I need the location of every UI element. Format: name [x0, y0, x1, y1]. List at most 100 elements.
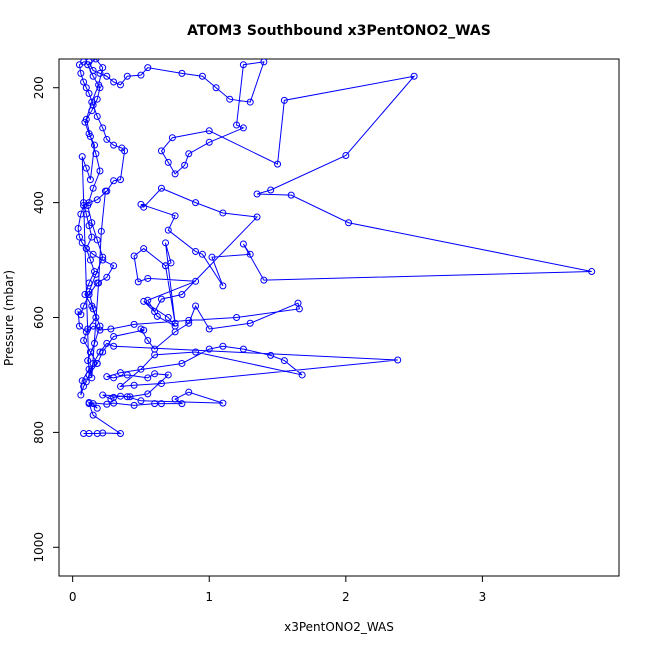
data-point	[246, 98, 254, 106]
data-point	[239, 61, 247, 69]
data-point	[137, 397, 145, 405]
data-point	[192, 277, 200, 285]
data-point	[168, 134, 176, 142]
data-point	[287, 191, 295, 199]
data-point	[82, 210, 90, 218]
y-tick-label: 1000	[32, 532, 46, 563]
data-point	[226, 95, 234, 103]
data-point	[144, 336, 152, 344]
data-point	[171, 212, 179, 220]
data-point	[88, 98, 96, 106]
data-point	[118, 144, 126, 152]
data-point	[144, 296, 152, 304]
data-point	[144, 374, 152, 382]
data-point	[88, 233, 96, 241]
data-point	[137, 325, 145, 333]
data-point	[91, 141, 99, 149]
data-point	[192, 199, 200, 207]
data-point	[212, 84, 220, 92]
data-point	[219, 209, 227, 217]
data-point	[239, 124, 247, 132]
data-point	[96, 322, 104, 330]
data-point	[208, 253, 216, 261]
data-point	[267, 351, 275, 359]
data-point	[253, 213, 261, 221]
x-axis-label: x3PentONO2_WAS	[284, 620, 394, 634]
data-point	[126, 393, 134, 401]
data-point	[92, 150, 100, 158]
data-point	[85, 430, 93, 438]
data-point	[164, 226, 172, 234]
data-point	[178, 291, 186, 299]
data-point	[588, 268, 596, 276]
data-point	[88, 107, 96, 115]
data-point	[85, 279, 93, 287]
data-point	[110, 141, 118, 149]
data-point	[80, 430, 88, 438]
data-point	[167, 259, 175, 267]
data-point	[123, 371, 131, 379]
series-line	[77, 61, 592, 435]
data-point	[116, 392, 124, 400]
data-point	[130, 252, 138, 260]
data-point	[116, 369, 124, 377]
series-layer	[74, 59, 596, 438]
data-point	[171, 322, 179, 330]
data-point	[110, 342, 118, 350]
data-point	[137, 71, 145, 79]
data-point	[92, 59, 100, 63]
data-point	[78, 153, 86, 161]
data-point	[77, 311, 85, 319]
data-point	[93, 404, 101, 412]
data-point	[178, 359, 186, 367]
data-point	[89, 250, 97, 258]
data-point	[88, 374, 96, 382]
data-point	[233, 121, 241, 129]
data-point	[157, 380, 165, 388]
data-point	[75, 322, 83, 330]
data-point	[103, 273, 111, 281]
data-point	[181, 161, 189, 169]
data-point	[164, 314, 172, 321]
data-point	[96, 167, 104, 175]
data-point	[97, 227, 105, 235]
data-point	[253, 190, 261, 198]
data-point	[96, 69, 104, 77]
data-point	[219, 282, 227, 290]
data-point	[99, 348, 107, 356]
data-point	[88, 219, 96, 227]
data-point	[246, 319, 254, 327]
data-point	[93, 112, 101, 120]
data-point	[107, 395, 115, 403]
data-point	[103, 72, 111, 80]
data-point	[144, 274, 152, 282]
data-point	[74, 224, 82, 232]
data-point	[164, 158, 172, 166]
data-point	[219, 342, 227, 350]
data-point	[85, 89, 93, 97]
data-point	[103, 135, 111, 143]
chart-title: ATOM3 Southbound x3PentONO2_WAS	[187, 23, 491, 39]
data-point	[93, 236, 101, 244]
data-point	[130, 381, 138, 389]
data-point	[185, 319, 193, 327]
data-point	[123, 72, 131, 80]
data-point	[239, 345, 247, 353]
data-point	[130, 320, 138, 328]
data-point	[140, 203, 148, 211]
data-point	[233, 314, 241, 321]
data-point	[99, 64, 107, 72]
data-point	[78, 377, 86, 385]
data-point	[82, 84, 90, 92]
y-tick-label: 600	[32, 306, 46, 329]
data-point	[116, 430, 124, 438]
data-point	[280, 96, 288, 104]
data-point	[219, 399, 227, 407]
x-axis: 0 1 2 3	[69, 576, 486, 604]
data-point	[171, 319, 179, 327]
x-tick-label: 3	[479, 590, 487, 604]
data-point	[95, 279, 103, 287]
data-point	[140, 245, 148, 253]
data-point	[110, 332, 118, 340]
